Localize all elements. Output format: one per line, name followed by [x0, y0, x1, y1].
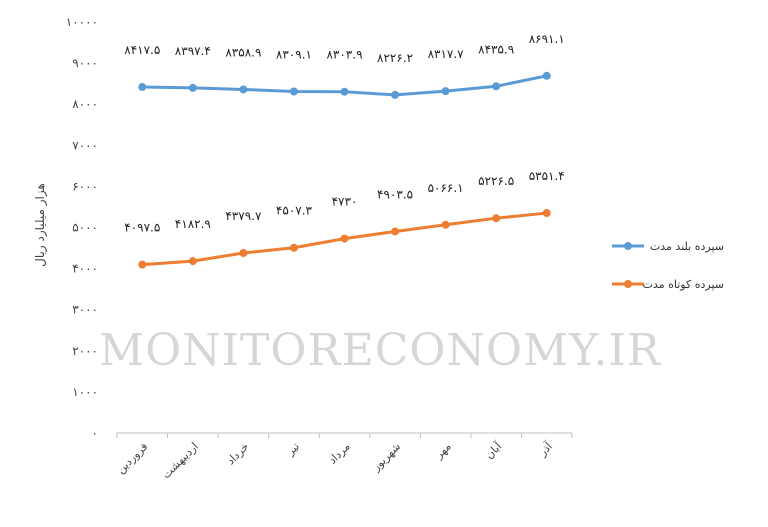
data-point [492, 214, 501, 223]
x-tick-label: اردیبهشت [160, 440, 201, 481]
x-tick-label: مهر [432, 440, 454, 462]
data-point [542, 71, 551, 80]
legend-label: سپرده کوتاه مدت [643, 278, 724, 291]
x-tick-label: آذر [535, 439, 556, 460]
data-label: ۴۳۷۹.۷ [225, 209, 262, 223]
y-tick-label: ۷۰۰۰ [72, 138, 98, 152]
data-point [391, 227, 400, 236]
y-tick-label: ۰ [92, 426, 98, 440]
data-label: ۴۷۳۰ [332, 195, 358, 209]
data-point [289, 243, 298, 252]
watermark-text: MONITORECONOMY.IR [99, 325, 662, 376]
y-tick-label: ۵۰۰۰ [72, 221, 98, 235]
data-label: ۵۳۵۱.۴ [529, 169, 565, 183]
legend-marker [624, 280, 632, 288]
x-tick-label: فروردین [114, 440, 150, 476]
y-tick-label: ۴۰۰۰ [72, 262, 98, 276]
x-tick-label: مرداد [326, 440, 353, 467]
y-axis-label: هزار میلیارد ریال [33, 183, 48, 267]
data-label: ۵۲۲۶.۵ [478, 174, 514, 188]
data-label: ۴۱۸۲.۹ [175, 217, 211, 231]
x-tick-label: آبان [482, 439, 505, 462]
y-tick-label: ۱۰۰۰ [72, 385, 98, 399]
data-label: ۸۴۱۷.۵ [124, 43, 160, 57]
data-point [340, 87, 349, 96]
data-point [289, 87, 298, 96]
data-label: ۸۳۰۳.۹ [326, 48, 362, 62]
data-point [441, 87, 450, 96]
y-tick-label: ۶۰۰۰ [72, 179, 98, 193]
y-tick-label: ۲۰۰۰ [72, 344, 98, 358]
legend-label: سپرده بلند مدت [650, 240, 724, 253]
y-tick-label: ۹۰۰۰ [72, 56, 98, 70]
data-point [188, 83, 197, 92]
series-layer: ۸۴۱۷.۵ ۸۳۹۷.۴ ۸۳۵۸.۹ ۸۳۰۹.۱ ۸۳۰۳.۹ ۸۲۲۶.۲ ۸۳۱۷… [124, 32, 565, 269]
data-point [138, 83, 147, 92]
x-tick-label: خرداد [224, 440, 251, 467]
data-label: ۴۹۰۳.۵ [377, 187, 413, 201]
x-tick-label: شهریور [369, 440, 403, 474]
data-label: ۸۳۰۹.۱ [276, 47, 312, 61]
data-point [138, 260, 147, 269]
legend-marker [624, 242, 632, 250]
data-point [188, 257, 197, 266]
data-label: ۴۵۰۷.۳ [276, 204, 313, 218]
y-tick-label: ۸۰۰۰ [72, 97, 98, 111]
data-label: ۸۴۳۵.۹ [478, 42, 514, 56]
data-point [492, 82, 501, 91]
legend: سپرده بلند مدت سپرده کوتاه مدت [612, 240, 724, 291]
data-label: ۸۳۱۷.۷ [428, 47, 465, 61]
data-label: ۴۰۹۷.۵ [124, 221, 160, 235]
data-label: ۸۳۵۸.۹ [225, 45, 261, 59]
data-label: ۵۰۶۶.۱ [428, 181, 464, 195]
data-point [441, 220, 450, 229]
x-axis: فروردین اردیبهشت خرداد تیر مرداد شهریور مهر آبا… [114, 432, 573, 481]
data-point [391, 90, 400, 99]
y-tick-label: ۱۰۰۰۰ [66, 15, 98, 29]
data-point [340, 234, 349, 243]
data-point [542, 209, 551, 218]
data-label: ۸۶۹۱.۱ [529, 32, 565, 46]
data-label: ۸۲۲۶.۲ [377, 51, 413, 65]
data-point [239, 85, 248, 94]
x-tick-label: تیر [283, 440, 302, 459]
y-axis: ۰ ۱۰۰۰ ۲۰۰۰ ۳۰۰۰ ۴۰۰۰ ۵۰۰۰ ۶۰۰۰ ۷۰۰۰ ۸۰۰۰ ۹۰۰۰ ۱۰۰… [66, 15, 98, 440]
data-label: ۸۳۹۷.۴ [175, 44, 211, 58]
y-tick-label: ۳۰۰۰ [72, 303, 98, 317]
data-point [239, 248, 248, 257]
